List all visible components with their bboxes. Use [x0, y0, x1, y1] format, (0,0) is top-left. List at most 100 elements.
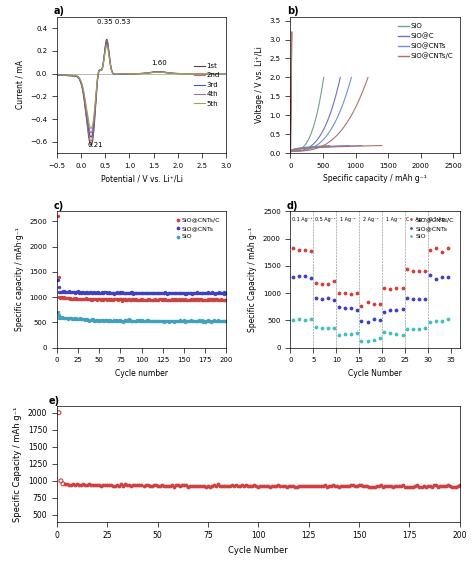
SiO@CNTs/C [76, 295, 83, 304]
SiO@CNTs/C [79, 295, 87, 304]
Point [403, 294, 411, 303]
Point [422, 267, 429, 276]
SiO [58, 312, 66, 321]
SiO@CNTs [74, 287, 82, 296]
SiO@CNTs/C [142, 295, 149, 304]
SiO [146, 317, 153, 326]
Point [404, 482, 411, 491]
Point [160, 481, 167, 490]
SiO [56, 312, 64, 321]
Point [430, 481, 438, 490]
SiO@CNTs/C [176, 296, 183, 305]
SiO@CNTs [159, 288, 166, 297]
Point [343, 481, 351, 490]
SiO [112, 316, 120, 325]
SiO@CNTs [184, 288, 192, 297]
SiO@CNTs [153, 288, 161, 297]
Point [220, 482, 228, 491]
SiO [189, 316, 196, 325]
SiO@CNTs [217, 289, 225, 298]
Point [321, 481, 328, 490]
SiO@CNTs/C [114, 295, 122, 304]
SiO@CNTs [118, 288, 126, 297]
SiO [170, 317, 177, 326]
Point [416, 295, 423, 304]
SiO [71, 314, 79, 323]
SiO@CNTs [80, 288, 88, 297]
SiO@CNTs/C [92, 295, 100, 304]
SiO@CNTs/C [135, 295, 143, 304]
2nd [129, 71, 135, 77]
Point [202, 482, 210, 491]
Point [422, 295, 429, 304]
Point [291, 482, 299, 491]
Point [87, 481, 95, 490]
SiO@CNTs [122, 288, 129, 297]
SiO [218, 316, 226, 325]
SiO [118, 316, 126, 325]
SiO [177, 316, 185, 325]
SiO@CNTs/C [173, 295, 180, 304]
Point [264, 481, 272, 490]
SiO@CNTs/C [218, 295, 226, 304]
SiO@CNTs [83, 288, 91, 297]
SiO@CNTs/C [112, 295, 120, 304]
Point [105, 480, 113, 489]
3rd [129, 71, 135, 77]
SiO [74, 314, 82, 323]
Point [393, 482, 401, 491]
SiO@CNTs/C [62, 293, 69, 302]
SiO@CNTs/C [149, 296, 156, 305]
SiO@CNTs [174, 288, 182, 297]
SiO@CNTs/C [212, 295, 220, 304]
Point [67, 480, 75, 489]
SiO@CNTs/C [54, 212, 62, 221]
Point [111, 481, 119, 490]
SiO@CNTs [162, 289, 170, 298]
SiO@CNTs/C [221, 296, 229, 305]
SiO@CNTs/C [205, 295, 212, 304]
Point [381, 328, 388, 337]
SiO@CNTs [135, 289, 143, 298]
SiO@CNTs/C [126, 295, 134, 304]
SiO@CNTs [168, 289, 176, 298]
SiO@CNTs/C [222, 295, 230, 304]
SiO@CNTs [222, 289, 230, 298]
SiO@CNTs [98, 288, 106, 297]
SiO@CNTs [57, 287, 65, 296]
SiO@CNTs/C [134, 296, 141, 305]
SiO [143, 317, 150, 326]
Point [242, 481, 250, 490]
Point [436, 482, 444, 491]
SiO@CNTs/C [196, 295, 204, 304]
SiO@CNTs/C [111, 295, 119, 304]
X-axis label: Specific capacity / mAh g⁻¹: Specific capacity / mAh g⁻¹ [323, 174, 427, 183]
SiO@CNTs [194, 289, 202, 298]
SiO@CNTs [84, 288, 92, 297]
SiO [63, 314, 71, 323]
SiO [203, 316, 210, 325]
Point [144, 481, 151, 490]
Point [230, 481, 238, 490]
SiO [186, 316, 193, 325]
3rd [123, 71, 128, 77]
SiO@CNTs/C [117, 295, 124, 304]
SiO@CNTs/C [119, 295, 127, 304]
Text: 0.35 0.53: 0.35 0.53 [97, 19, 130, 25]
SiO [66, 314, 73, 323]
Point [269, 481, 276, 490]
Point [259, 482, 266, 491]
Point [182, 481, 190, 490]
Point [410, 482, 417, 491]
Line: 4th: 4th [57, 44, 226, 133]
SiO@CNTs/C [89, 295, 96, 304]
SiO@CNTs [99, 288, 106, 297]
SiO@CNTs [122, 289, 130, 298]
SiO [82, 315, 90, 324]
SiO@CNTs/C [162, 295, 169, 304]
SiO@CNTs/C [191, 296, 199, 305]
Point [434, 482, 441, 491]
SiO [125, 315, 133, 324]
Point [432, 316, 440, 325]
SiO@CNTs/C [134, 295, 142, 304]
